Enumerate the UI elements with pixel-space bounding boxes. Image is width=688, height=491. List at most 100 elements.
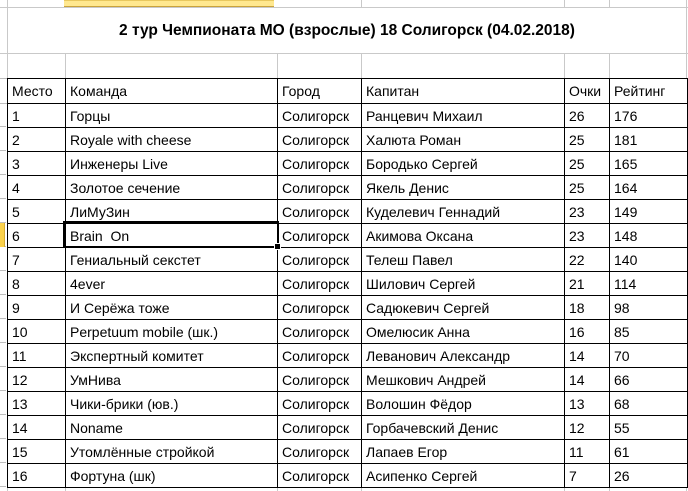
cell[interactable]: Золотое сечение	[65, 175, 278, 200]
cell[interactable]: 15	[7, 439, 66, 464]
cell[interactable]: Гениальный секстет	[65, 247, 278, 272]
cell[interactable]: 9	[7, 295, 66, 320]
column-header[interactable]: Город	[277, 78, 362, 104]
cell[interactable]: 149	[609, 199, 688, 224]
cell[interactable]: Солигорск	[277, 319, 362, 344]
cell[interactable]: И Серёжа тоже	[65, 295, 278, 320]
cell[interactable]: Лапаев Егор	[361, 439, 565, 464]
cell[interactable]: 164	[609, 175, 688, 200]
cell[interactable]: Асипенко Сергей	[361, 463, 565, 488]
cell[interactable]: Солигорск	[277, 391, 362, 416]
cell[interactable]: Халюта Роман	[361, 127, 565, 152]
column-header[interactable]: Место	[7, 78, 66, 104]
cell[interactable]: 26	[609, 463, 688, 488]
cell[interactable]: 25	[564, 175, 610, 200]
cell[interactable]: Телеш Павел	[361, 247, 565, 272]
cell[interactable]: 16	[564, 319, 610, 344]
cell[interactable]: Омелюсик Анна	[361, 319, 565, 344]
cell[interactable]: Утомлённые стройкой	[65, 439, 278, 464]
cell[interactable]: 148	[609, 223, 688, 248]
cell[interactable]: 7	[7, 247, 66, 272]
cell[interactable]: Садюкевич Сергей	[361, 295, 565, 320]
cell[interactable]: Солигорск	[277, 343, 362, 368]
cell[interactable]: 181	[609, 127, 688, 152]
cell[interactable]: 14	[7, 415, 66, 440]
cell[interactable]: 22	[564, 247, 610, 272]
cell[interactable]: Royale with cheese	[65, 127, 278, 152]
selected-row-header-highlight[interactable]	[0, 223, 5, 247]
cell[interactable]: Noname	[65, 415, 278, 440]
cell[interactable]: 2	[7, 127, 66, 152]
cell[interactable]: 98	[609, 295, 688, 320]
cell[interactable]: 11	[7, 343, 66, 368]
cell[interactable]: 6	[7, 223, 66, 248]
cell[interactable]: 3	[7, 151, 66, 176]
cell[interactable]: Солигорск	[277, 247, 362, 272]
cell[interactable]: 25	[564, 151, 610, 176]
cell[interactable]: Бородько Сергей	[361, 151, 565, 176]
cell[interactable]: 1	[7, 103, 66, 128]
cell[interactable]: 13	[564, 391, 610, 416]
cell[interactable]: 10	[7, 319, 66, 344]
cell[interactable]: Горбачевский Денис	[361, 415, 565, 440]
cell[interactable]: 12	[564, 415, 610, 440]
cell[interactable]: Солигорск	[277, 295, 362, 320]
cell[interactable]: 5	[7, 199, 66, 224]
cell[interactable]: 14	[564, 343, 610, 368]
cell[interactable]: 8	[7, 271, 66, 296]
cell[interactable]: 23	[564, 223, 610, 248]
cell[interactable]: Солигорск	[277, 103, 362, 128]
cell[interactable]: 176	[609, 103, 688, 128]
cell[interactable]: Солигорск	[277, 199, 362, 224]
cell[interactable]: Куделевич Геннадий	[361, 199, 565, 224]
cell[interactable]: 26	[564, 103, 610, 128]
cell[interactable]: 14	[564, 367, 610, 392]
cell[interactable]: Perpetuum mobile (шк.)	[65, 319, 278, 344]
cell[interactable]: Солигорск	[277, 271, 362, 296]
cell[interactable]: 13	[7, 391, 66, 416]
cell[interactable]: 21	[564, 271, 610, 296]
cell[interactable]: Солигорск	[277, 175, 362, 200]
cell[interactable]: УмНива	[65, 367, 278, 392]
cell[interactable]: 25	[564, 127, 610, 152]
cell[interactable]: 114	[609, 271, 688, 296]
cell[interactable]: Мешкович Андрей	[361, 367, 565, 392]
cell[interactable]: 55	[609, 415, 688, 440]
cell[interactable]: Солигорск	[277, 463, 362, 488]
cell[interactable]: 140	[609, 247, 688, 272]
cell[interactable]: 18	[564, 295, 610, 320]
cell[interactable]: 70	[609, 343, 688, 368]
selected-column-header-highlight[interactable]	[64, 0, 274, 7]
cell[interactable]: Ранцевич Михаил	[361, 103, 565, 128]
cell[interactable]: 7	[564, 463, 610, 488]
cell[interactable]: 61	[609, 439, 688, 464]
cell[interactable]: Экспертный комитет	[65, 343, 278, 368]
cell[interactable]: Инженеры Live	[65, 151, 278, 176]
column-header[interactable]: Очки	[564, 78, 610, 104]
cell[interactable]: 66	[609, 367, 688, 392]
column-header[interactable]: Команда	[65, 78, 278, 104]
cell[interactable]: Акимова Оксана	[361, 223, 565, 248]
cell[interactable]: Чики-брики (юв.)	[65, 391, 278, 416]
cell[interactable]: Brain On	[65, 223, 278, 248]
cell[interactable]: 11	[564, 439, 610, 464]
cell[interactable]: Солигорск	[277, 439, 362, 464]
cell[interactable]: Солигорск	[277, 151, 362, 176]
cell[interactable]: 4ever	[65, 271, 278, 296]
cell[interactable]: Леванович Александр	[361, 343, 565, 368]
cell[interactable]: 12	[7, 367, 66, 392]
cell[interactable]: ЛиМуЗин	[65, 199, 278, 224]
column-header[interactable]: Капитан	[361, 78, 565, 104]
cell[interactable]: Шилович Сергей	[361, 271, 565, 296]
cell[interactable]: Волошин Фёдор	[361, 391, 565, 416]
cell[interactable]: 23	[564, 199, 610, 224]
cell[interactable]: Солигорск	[277, 223, 362, 248]
cell[interactable]: Солигорск	[277, 415, 362, 440]
cell[interactable]: Горцы	[65, 103, 278, 128]
cell[interactable]: 85	[609, 319, 688, 344]
sheet-title[interactable]: 2 тур Чемпионата МО (взрослые) 18 Солиго…	[119, 21, 575, 39]
cell[interactable]: 16	[7, 463, 66, 488]
cell[interactable]: 68	[609, 391, 688, 416]
column-header[interactable]: Рейтинг	[609, 78, 688, 104]
cell[interactable]: Солигорск	[277, 127, 362, 152]
